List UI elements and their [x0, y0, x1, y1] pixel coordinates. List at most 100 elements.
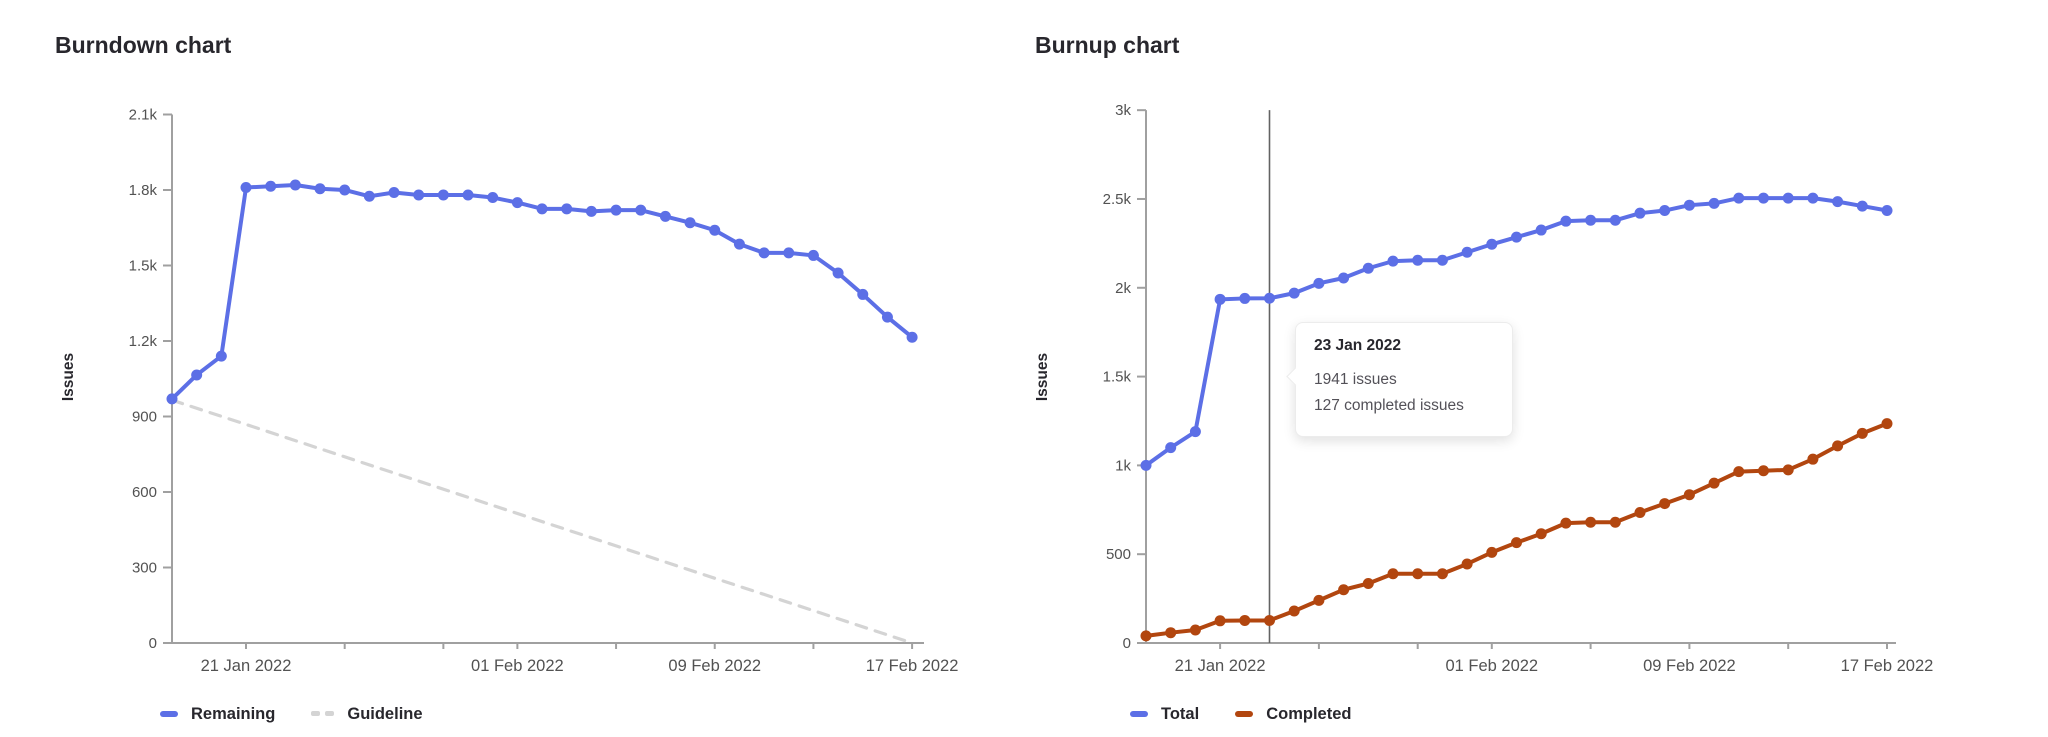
remaining-point[interactable]	[709, 224, 721, 236]
total-point[interactable]	[1412, 254, 1424, 266]
completed-point[interactable]	[1758, 465, 1769, 477]
remaining-point[interactable]	[881, 311, 893, 323]
total-point[interactable]	[1708, 197, 1720, 209]
remaining-point[interactable]	[832, 267, 844, 279]
completed-point[interactable]	[1461, 558, 1473, 570]
remaining-point[interactable]	[215, 350, 227, 362]
total-point[interactable]	[1832, 196, 1844, 208]
remaining-point[interactable]	[635, 204, 647, 216]
remaining-point[interactable]	[265, 180, 277, 192]
completed-point[interactable]	[1535, 528, 1547, 540]
total-point[interactable]	[1585, 214, 1597, 226]
total-point[interactable]	[1535, 224, 1547, 236]
total-point[interactable]	[1140, 459, 1152, 471]
remaining-point[interactable]	[339, 184, 351, 196]
total-point[interactable]	[1165, 442, 1177, 454]
remaining-point[interactable]	[733, 238, 745, 250]
remaining-point[interactable]	[807, 249, 819, 261]
completed-point[interactable]	[1288, 605, 1300, 617]
remaining-point[interactable]	[511, 197, 523, 209]
completed-point[interactable]	[1362, 578, 1374, 590]
completed-point[interactable]	[1609, 516, 1621, 528]
legend-item-completed[interactable]: Completed	[1235, 705, 1351, 724]
legend-item-remaining[interactable]: Remaining	[160, 705, 275, 724]
remaining-point[interactable]	[536, 203, 548, 215]
completed-point[interactable]	[1165, 627, 1177, 639]
completed-point[interactable]	[1856, 427, 1868, 439]
remaining-point[interactable]	[413, 189, 425, 201]
completed-point[interactable]	[1585, 516, 1597, 528]
total-point[interactable]	[1461, 246, 1473, 258]
completed-point[interactable]	[1338, 584, 1350, 596]
completed-point[interactable]	[1313, 594, 1325, 606]
total-point[interactable]	[1387, 255, 1399, 267]
total-point[interactable]	[1856, 200, 1868, 212]
remaining-point[interactable]	[388, 187, 400, 199]
remaining-point[interactable]	[314, 183, 326, 195]
total-point[interactable]	[1634, 207, 1646, 219]
total-point[interactable]	[1807, 192, 1819, 204]
completed-point[interactable]	[1239, 614, 1251, 626]
completed-point[interactable]	[1659, 498, 1671, 510]
total-point[interactable]	[1659, 205, 1671, 217]
completed-point[interactable]	[1387, 568, 1399, 580]
completed-point[interactable]	[1486, 546, 1498, 558]
remaining-point[interactable]	[610, 204, 622, 216]
remaining-point[interactable]	[857, 288, 869, 300]
remaining-point[interactable]	[585, 205, 597, 217]
total-point[interactable]	[1683, 199, 1695, 211]
total-point[interactable]	[1733, 192, 1745, 204]
completed-point[interactable]	[1140, 630, 1152, 642]
legend-item-guideline[interactable]: Guideline	[311, 705, 423, 724]
completed-point[interactable]	[1436, 568, 1448, 580]
remaining-point[interactable]	[783, 247, 795, 259]
completed-point[interactable]	[1782, 464, 1794, 476]
remaining-point[interactable]	[659, 210, 671, 222]
total-point[interactable]	[1758, 192, 1769, 204]
completed-point[interactable]	[1832, 440, 1844, 452]
burndown-y-tick-label: 900	[132, 408, 157, 425]
completed-point[interactable]	[1264, 614, 1275, 626]
total-point[interactable]	[1511, 231, 1522, 243]
remaining-legend-label: Remaining	[191, 704, 276, 723]
total-point[interactable]	[1313, 277, 1325, 289]
completed-point[interactable]	[1511, 537, 1522, 549]
completed-point[interactable]	[1708, 477, 1720, 489]
remaining-point[interactable]	[240, 181, 252, 193]
remaining-point[interactable]	[363, 190, 375, 202]
total-point[interactable]	[1362, 262, 1374, 274]
remaining-point[interactable]	[758, 247, 770, 259]
completed-point[interactable]	[1214, 615, 1226, 627]
total-point[interactable]	[1264, 292, 1275, 304]
completed-point[interactable]	[1189, 624, 1201, 636]
remaining-point[interactable]	[561, 203, 573, 215]
legend-item-total[interactable]: Total	[1130, 705, 1199, 724]
completed-point[interactable]	[1881, 418, 1893, 430]
completed-point[interactable]	[1560, 517, 1572, 529]
completed-point[interactable]	[1634, 506, 1646, 518]
completed-point[interactable]	[1412, 568, 1424, 580]
remaining-point[interactable]	[462, 189, 474, 201]
total-point[interactable]	[1189, 426, 1201, 438]
total-point[interactable]	[1560, 215, 1572, 227]
total-point[interactable]	[1881, 205, 1893, 217]
remaining-point[interactable]	[906, 331, 918, 343]
remaining-point[interactable]	[166, 393, 178, 405]
remaining-point[interactable]	[487, 192, 499, 204]
total-point[interactable]	[1338, 272, 1350, 284]
remaining-point[interactable]	[437, 189, 449, 201]
remaining-point[interactable]	[684, 217, 696, 229]
burnup-y-tick-label: 3k	[1115, 102, 1131, 119]
completed-point[interactable]	[1807, 453, 1819, 465]
completed-point[interactable]	[1683, 489, 1695, 501]
total-point[interactable]	[1288, 287, 1300, 299]
total-point[interactable]	[1436, 254, 1448, 266]
total-point[interactable]	[1214, 293, 1226, 305]
total-point[interactable]	[1239, 292, 1251, 304]
remaining-point[interactable]	[289, 179, 301, 191]
remaining-point[interactable]	[191, 369, 203, 381]
total-point[interactable]	[1782, 192, 1794, 204]
total-point[interactable]	[1609, 214, 1621, 226]
completed-point[interactable]	[1733, 466, 1745, 478]
total-point[interactable]	[1486, 238, 1498, 250]
